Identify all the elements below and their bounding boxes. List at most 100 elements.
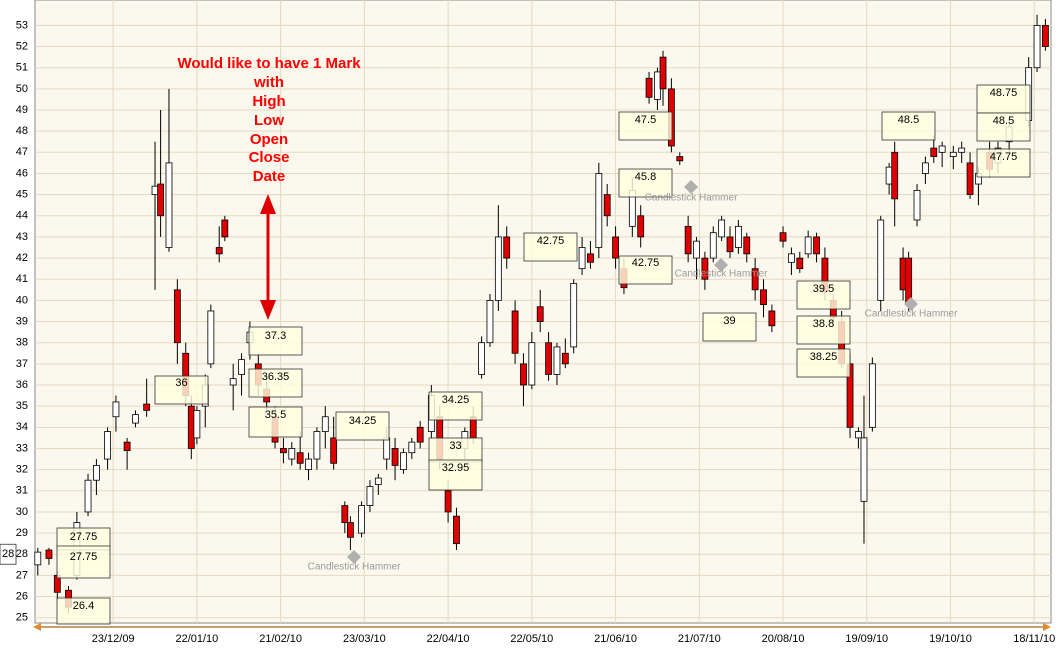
- candle-body: [84, 479, 92, 513]
- candle-body: [207, 310, 215, 365]
- scroll-left[interactable]: [33, 623, 41, 631]
- pattern-marker: [347, 550, 361, 564]
- pattern-marker: [684, 180, 698, 194]
- y-tick-label: 25: [16, 612, 28, 624]
- value-box: [248, 326, 303, 356]
- annotation-line: Date: [253, 168, 286, 185]
- y-tick-label: 43: [16, 231, 28, 243]
- candle-body: [966, 162, 974, 196]
- value-box-label: 34.25: [349, 415, 377, 427]
- pattern-label: Candlestick Hammer: [865, 309, 958, 320]
- value-box: [796, 280, 851, 310]
- value-box: [335, 411, 390, 441]
- value-box-label: 48.75: [990, 87, 1018, 99]
- value-box-label: 39: [723, 315, 735, 327]
- candle-body: [718, 219, 726, 238]
- candle-body: [676, 156, 684, 162]
- candle-body: [358, 505, 365, 534]
- x-tick-label: 19/09/10: [845, 633, 888, 645]
- candle-body: [603, 194, 611, 217]
- candle-body: [416, 426, 424, 443]
- annotation-line: High: [252, 93, 285, 110]
- candle-body: [949, 151, 957, 157]
- candle-body: [313, 431, 321, 460]
- value-box-label: 34.25: [442, 394, 470, 406]
- y-tick-label: 40: [16, 294, 28, 306]
- candle-body: [578, 247, 586, 270]
- candle-body: [891, 151, 899, 200]
- candle-body: [520, 363, 527, 386]
- value-box: [56, 545, 111, 579]
- candle-body: [768, 310, 776, 327]
- value-box-label: 33: [449, 440, 461, 452]
- candle-body: [229, 378, 237, 386]
- candle-body: [760, 289, 767, 306]
- value-box-label: 42.75: [537, 235, 565, 247]
- value-box: [976, 84, 1031, 114]
- candle-body: [553, 346, 561, 375]
- candle-body: [132, 414, 139, 424]
- y-tick-label: 45: [16, 189, 28, 201]
- candle-body: [383, 437, 391, 460]
- candle-body: [855, 431, 862, 439]
- scroll-right[interactable]: [1043, 623, 1051, 631]
- y-tick-label: 27: [16, 569, 28, 581]
- candle-body: [330, 437, 338, 464]
- candle-body: [165, 162, 173, 248]
- y-tick-label: 53: [16, 19, 28, 31]
- value-box: [56, 597, 111, 625]
- value-box: [248, 368, 303, 398]
- y-tick-label: 49: [16, 104, 28, 116]
- y-tick-label: 35: [16, 400, 28, 412]
- y-tick-label: 38: [16, 337, 28, 349]
- candle-body: [804, 236, 812, 255]
- candle-body: [296, 452, 304, 464]
- candle-body: [511, 310, 519, 354]
- candle-body: [93, 464, 100, 481]
- value-box-label: 36: [175, 377, 187, 389]
- x-tick-label: 19/10/10: [929, 633, 972, 645]
- candle-body: [238, 359, 245, 375]
- y-tick-label: 34: [16, 421, 28, 433]
- candle-body: [528, 342, 536, 386]
- value-box-label: 32.95: [442, 462, 470, 474]
- y-tick-label: 39: [16, 315, 28, 327]
- candle-body: [751, 268, 759, 291]
- value-box-label: 48.5: [993, 115, 1014, 127]
- y-tick-label: 29: [16, 527, 28, 539]
- candle-body: [561, 352, 569, 365]
- candle-body: [347, 522, 354, 538]
- y-tick-label: 26: [16, 590, 28, 602]
- candle-body: [913, 189, 921, 221]
- candle-body: [612, 236, 619, 259]
- value-box: [976, 148, 1031, 178]
- pattern-label: Candlestick Hammer: [308, 562, 401, 573]
- candle-body: [187, 405, 195, 449]
- candle-body: [726, 236, 734, 253]
- candle-body: [813, 236, 820, 255]
- annotation-line: Would like to have 1 Mark: [177, 55, 361, 72]
- value-box: [976, 112, 1031, 142]
- y-tick-label: 31: [16, 485, 28, 497]
- pattern-label: Candlestick Hammer: [675, 269, 768, 280]
- value-box: [248, 406, 303, 438]
- x-tick-label: 23/03/10: [343, 633, 386, 645]
- candle-body: [1033, 24, 1041, 69]
- candle-body: [305, 458, 312, 471]
- candle-body: [595, 173, 603, 248]
- y-tick-label: 28: [16, 548, 28, 560]
- candle-body: [930, 147, 938, 157]
- value-box-label: 48.5: [898, 114, 919, 126]
- candle-body: [684, 225, 692, 255]
- candle-body: [868, 363, 876, 428]
- candle-body: [709, 232, 717, 259]
- y-tick-label: 51: [16, 62, 28, 74]
- candle-body: [193, 409, 201, 439]
- y-tick-label: 44: [16, 210, 28, 222]
- y-tick-label: 41: [16, 273, 28, 285]
- value-box-label: 37.3: [265, 330, 286, 342]
- value-box-label: 35.5: [265, 409, 286, 421]
- y-tick-label: 47: [16, 146, 28, 158]
- y-tick-label: 48: [16, 125, 28, 137]
